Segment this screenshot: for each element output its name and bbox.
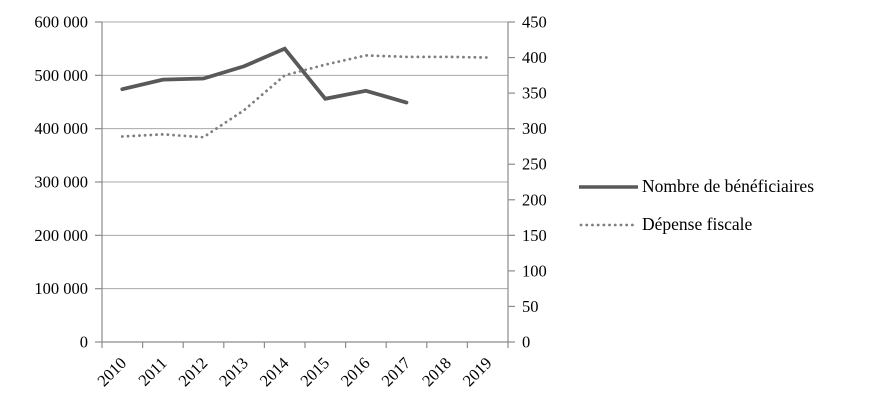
x-axis-tick-label: 2013 xyxy=(215,353,252,390)
legend-label-depense-fiscale: Dépense fiscale xyxy=(642,214,753,234)
left-axis-tick-label: 600 000 xyxy=(34,13,88,32)
dotted-line-legend-sample xyxy=(579,223,638,226)
left-axis-tick-label: 100 000 xyxy=(34,279,88,298)
left-axis-tick-label: 200 000 xyxy=(34,226,88,245)
legend: Nombre de bénéficiaires Dépense fiscale xyxy=(578,174,814,237)
right-axis-tick-label: 150 xyxy=(522,226,547,245)
right-axis-tick-label: 0 xyxy=(522,333,530,352)
x-axis-tick-label: 2018 xyxy=(418,353,455,390)
left-axis-tick-label: 400 000 xyxy=(34,119,88,138)
x-axis-tick-label: 2017 xyxy=(378,353,415,390)
right-axis-tick-label: 400 xyxy=(522,48,547,67)
x-axis-tick-label: 2019 xyxy=(459,353,496,390)
right-axis-tick-label: 350 xyxy=(522,84,547,103)
right-axis-tick-label: 200 xyxy=(522,190,547,209)
x-axis-tick-label: 2014 xyxy=(256,353,293,390)
series-line-nombre-de-beneficiaires xyxy=(120,46,409,105)
x-axis-tick-label: 2012 xyxy=(175,353,212,390)
right-axis-tick-label: 50 xyxy=(522,297,539,316)
x-axis-tick-label: 2011 xyxy=(134,353,170,389)
left-axis-tick-label: 0 xyxy=(80,333,88,352)
solid-line-legend-sample xyxy=(579,184,638,189)
left-axis-tick-label: 500 000 xyxy=(34,66,88,85)
left-axis-tick-label: 300 000 xyxy=(34,173,88,192)
series-line-depense-fiscale xyxy=(120,54,490,139)
legend-item-nombre-de-beneficiaires: Nombre de bénéficiaires xyxy=(578,174,814,199)
right-axis-tick-label: 100 xyxy=(522,261,547,280)
x-axis-tick-label: 2010 xyxy=(93,353,130,390)
right-axis-tick-label: 300 xyxy=(522,119,547,138)
right-axis-tick-label: 450 xyxy=(522,13,547,32)
x-axis-tick-label: 2015 xyxy=(296,353,333,390)
right-axis-tick-label: 250 xyxy=(522,155,547,174)
x-axis-tick-label: 2016 xyxy=(337,353,374,390)
legend-label-nombre-de-beneficiaires: Nombre de bénéficiaires xyxy=(642,176,815,196)
legend-item-depense-fiscale: Dépense fiscale xyxy=(578,212,814,237)
